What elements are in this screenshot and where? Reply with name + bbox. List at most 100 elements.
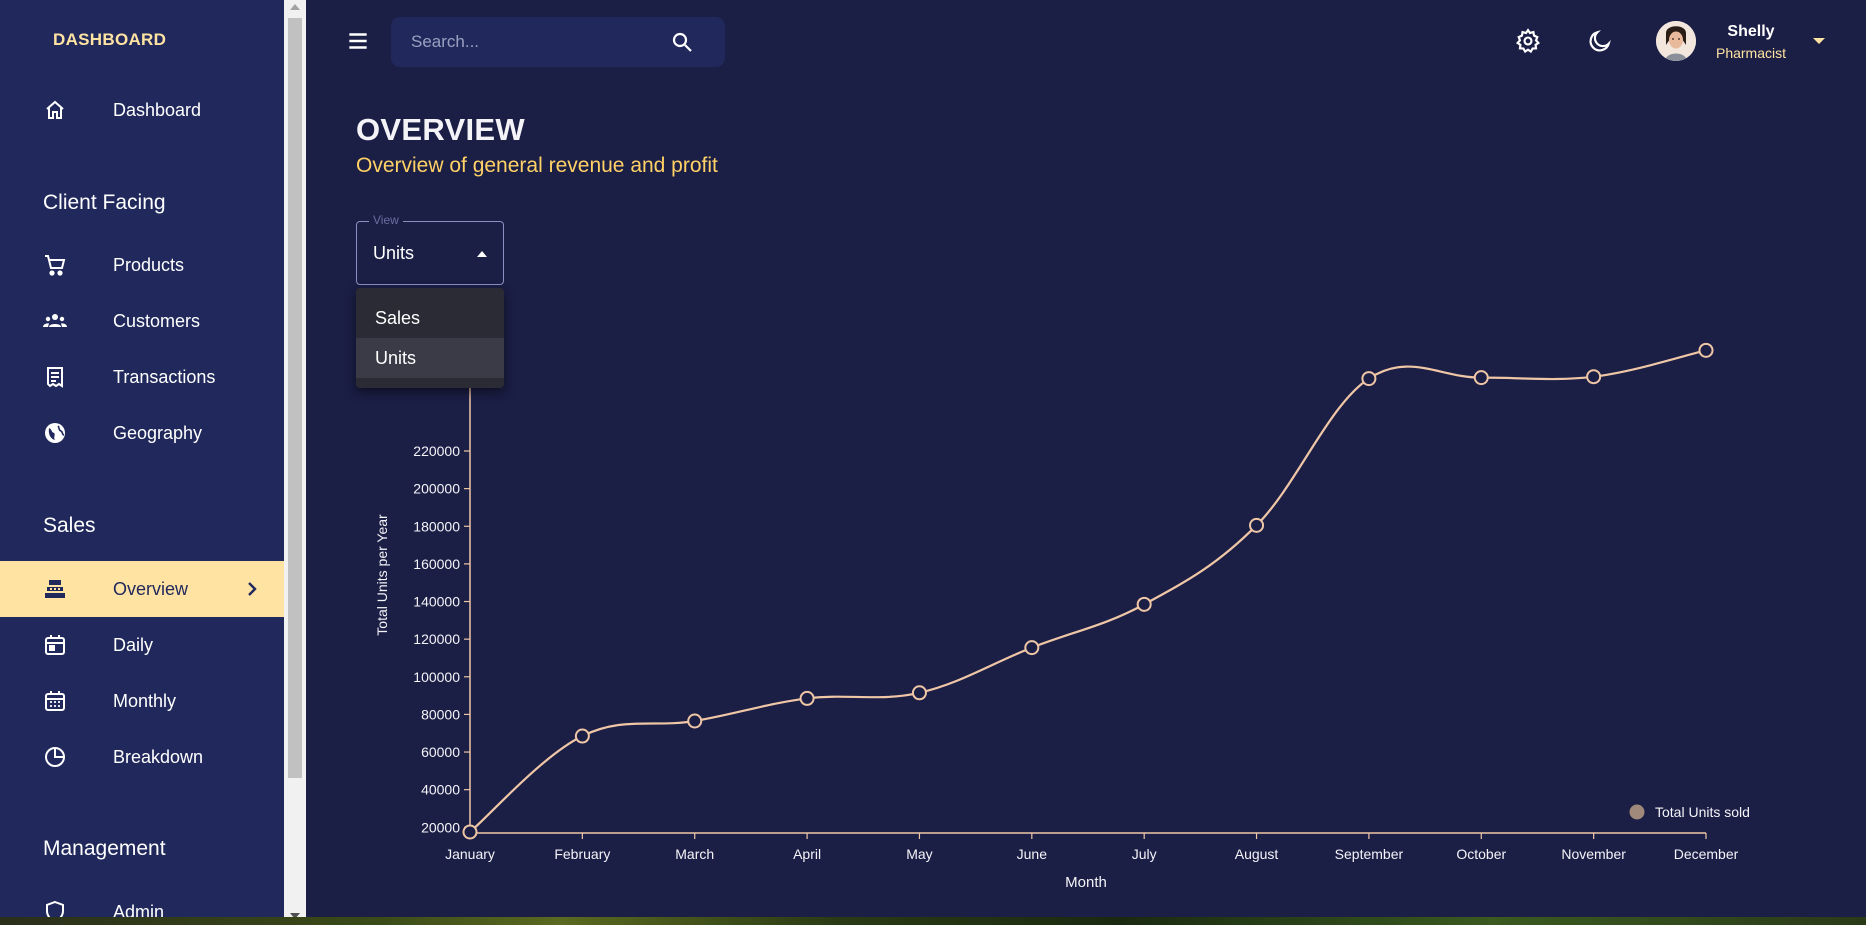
sidebar-item-dashboard[interactable]: Dashboard bbox=[0, 82, 284, 138]
series-line bbox=[469, 349, 1707, 833]
data-point bbox=[911, 685, 927, 701]
dark-mode-moon-icon[interactable] bbox=[1587, 28, 1613, 54]
units-line-chart: 20000 40000 60000 80000 100000 120000 140000 16… bbox=[374, 290, 1750, 891]
view-select-legend: View bbox=[369, 213, 403, 227]
avatar[interactable] bbox=[1656, 21, 1696, 61]
x-tick-label: February bbox=[554, 846, 610, 862]
x-tick-label: November bbox=[1561, 846, 1626, 862]
section-client-facing: Client Facing bbox=[43, 191, 166, 214]
search-bar bbox=[391, 17, 725, 67]
cart-icon bbox=[45, 255, 66, 276]
caret-up-icon bbox=[477, 251, 487, 257]
x-tick-label: January bbox=[445, 846, 495, 862]
y-tick-label: 80000 bbox=[421, 706, 460, 722]
y-tick-label: 60000 bbox=[421, 744, 460, 760]
sidebar-item-label: Breakdown bbox=[113, 746, 204, 767]
x-tick-label: October bbox=[1456, 846, 1506, 862]
y-axis-ticks: 20000 40000 60000 80000 100000 120000 140000 16… bbox=[413, 443, 470, 835]
data-point bbox=[687, 713, 703, 729]
globe-icon bbox=[45, 423, 65, 443]
x-axis-label: Month bbox=[1065, 874, 1107, 891]
data-point bbox=[1473, 370, 1489, 386]
sidebar-item-label: Products bbox=[113, 254, 185, 275]
legend-dot bbox=[1629, 804, 1645, 820]
calendar-day-icon bbox=[45, 635, 65, 655]
section-sales: Sales bbox=[43, 514, 96, 537]
chevron-right-icon bbox=[248, 582, 257, 596]
y-tick-label: 100000 bbox=[413, 669, 460, 685]
x-tick-label: August bbox=[1235, 846, 1279, 862]
data-point bbox=[1698, 342, 1714, 358]
point-of-sale-icon bbox=[45, 580, 65, 598]
chart-axes bbox=[469, 290, 1706, 834]
page-subtitle: Overview of general revenue and profit bbox=[356, 154, 718, 177]
data-point bbox=[1024, 640, 1040, 656]
y-tick-label: 40000 bbox=[421, 782, 460, 798]
data-point bbox=[1586, 369, 1602, 385]
sidebar-item-label: Monthly bbox=[113, 690, 177, 711]
y-tick-label: 140000 bbox=[413, 594, 460, 610]
sidebar-item-geography[interactable]: Geography bbox=[0, 405, 284, 461]
view-option-units[interactable]: Units bbox=[356, 338, 504, 378]
pie-chart-icon bbox=[45, 747, 65, 767]
section-management: Management bbox=[43, 837, 166, 860]
search-input[interactable] bbox=[411, 17, 671, 67]
view-select-value: Units bbox=[373, 243, 415, 263]
home-icon bbox=[46, 100, 64, 119]
sidebar-item-label: Transactions bbox=[113, 366, 216, 387]
sidebar: DASHBOARD Dashboard Client Facing Produc… bbox=[0, 0, 284, 925]
user-name: Shelly bbox=[1727, 23, 1775, 40]
sidebar-item-transactions[interactable]: Transactions bbox=[0, 349, 284, 405]
y-tick-label: 120000 bbox=[413, 631, 460, 647]
page-title: OVERVIEW bbox=[356, 112, 525, 147]
user-menu-caret-icon[interactable] bbox=[1813, 38, 1825, 44]
menu-icon[interactable] bbox=[345, 28, 371, 54]
x-tick-label: September bbox=[1335, 846, 1404, 862]
y-tick-label: 180000 bbox=[413, 518, 460, 534]
series-points bbox=[462, 342, 1714, 840]
y-axis-label: Total Units per Year bbox=[374, 514, 390, 636]
data-point bbox=[574, 728, 590, 744]
sidebar-item-label: Geography bbox=[113, 422, 203, 443]
y-tick-label: 220000 bbox=[413, 443, 460, 459]
view-select-menu: Sales Units bbox=[356, 288, 504, 388]
x-axis-ticks: January February March April May June July Augu… bbox=[445, 833, 1739, 862]
x-tick-label: May bbox=[906, 846, 932, 862]
sidebar-item-breakdown[interactable]: Breakdown bbox=[0, 729, 284, 785]
sidebar-scrollbar[interactable] bbox=[284, 0, 306, 925]
user-role: Pharmacist bbox=[1715, 45, 1787, 61]
sidebar-item-daily[interactable]: Daily bbox=[0, 617, 284, 673]
data-point bbox=[1361, 371, 1377, 387]
sidebar-item-label: Overview bbox=[113, 578, 189, 599]
view-option-sales[interactable]: Sales bbox=[375, 308, 421, 328]
x-tick-label: December bbox=[1674, 846, 1739, 862]
data-point bbox=[1136, 596, 1152, 612]
sidebar-item-label: Daily bbox=[113, 634, 154, 655]
x-tick-label: July bbox=[1132, 846, 1157, 862]
view-select[interactable]: View Units bbox=[356, 213, 504, 285]
gear-icon[interactable] bbox=[1515, 28, 1541, 54]
groups-icon bbox=[43, 314, 67, 327]
scrollbar-thumb[interactable] bbox=[288, 18, 302, 778]
legend-label[interactable]: Total Units sold bbox=[1655, 804, 1750, 820]
x-tick-label: April bbox=[793, 846, 821, 862]
data-point bbox=[462, 824, 478, 840]
sidebar-item-customers[interactable]: Customers bbox=[0, 293, 284, 349]
sidebar-item-label: Customers bbox=[113, 310, 201, 331]
brand-title: DASHBOARD bbox=[53, 30, 167, 49]
search-icon[interactable] bbox=[670, 30, 694, 54]
sidebar-item-label: Dashboard bbox=[113, 99, 202, 120]
scroll-up-arrow-icon[interactable] bbox=[290, 4, 300, 10]
sidebar-item-monthly[interactable]: Monthly bbox=[0, 673, 284, 729]
scroll-down-arrow-icon[interactable] bbox=[290, 913, 300, 919]
desktop-background-strip bbox=[0, 917, 1866, 925]
y-tick-label: 160000 bbox=[413, 556, 460, 572]
sidebar-item-products[interactable]: Products bbox=[0, 237, 284, 293]
data-point bbox=[1249, 517, 1265, 533]
calendar-month-icon bbox=[45, 691, 65, 711]
avatar-face-icon bbox=[1656, 21, 1696, 61]
x-tick-label: March bbox=[675, 846, 714, 862]
receipt-icon bbox=[47, 367, 63, 388]
sidebar-item-overview[interactable]: Overview bbox=[0, 561, 284, 617]
data-point bbox=[799, 690, 815, 706]
